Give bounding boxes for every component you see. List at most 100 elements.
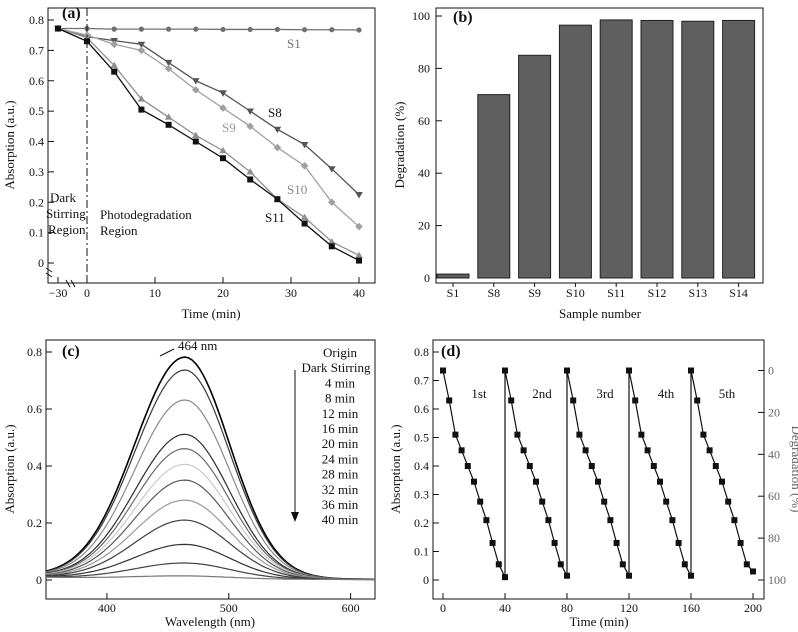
series-line-s8 (57, 27, 360, 196)
y-tick-label-a: 0.6 (29, 74, 44, 88)
cycle-data-point (533, 478, 539, 485)
peak-label: 464 nm (178, 338, 217, 353)
y-tick-label-c: 0 (36, 573, 42, 587)
x-tick-label-s11: S11 (607, 286, 625, 300)
x-tick-label-a: 30 (285, 286, 297, 300)
data-point-s9 (192, 86, 200, 94)
series-line-s11 (57, 27, 360, 262)
series-label-s10: S10 (287, 182, 307, 197)
cycle-data-point (619, 561, 626, 568)
y-tick-label-a: 0.2 (29, 195, 44, 209)
y-tick-label-d: 0.4 (414, 459, 429, 473)
cycle-data-point (471, 478, 477, 485)
x-tick-label-s1: S1 (447, 286, 460, 300)
data-point-s9 (328, 198, 336, 207)
cycle-data-point (626, 367, 632, 374)
legend-entry: 36 min (322, 497, 359, 512)
panel-label-c: (c) (62, 343, 80, 360)
cycle-data-point (570, 397, 577, 404)
data-point-s1 (111, 26, 117, 32)
y-axis-label-d: Absorption (a.u.) (388, 424, 403, 513)
cycle-data-point (526, 463, 533, 469)
y-tick-label-right-d: 20 (768, 405, 780, 419)
x-axis-label-d: Time (min) (569, 614, 628, 629)
data-point-s11 (220, 155, 226, 162)
y-tick-label-b: 80 (418, 61, 430, 75)
data-point-s10 (192, 131, 200, 139)
cycle-data-point (743, 561, 750, 568)
bar-s13 (681, 20, 715, 279)
y-axis-label-b: Degradation (%) (392, 102, 407, 189)
series-line-s1 (58, 27, 360, 31)
legend-entry: 8 min (325, 391, 355, 406)
cycle-data-point (464, 463, 471, 469)
cycle-data-point (694, 397, 701, 404)
y-tick-label-c: 0.6 (27, 402, 42, 416)
x-tick-label-c: 400 (98, 601, 116, 615)
cycle-data-point (601, 498, 608, 505)
series-label-s8: S8 (268, 105, 282, 120)
data-point-s1 (329, 27, 335, 33)
x-tick-label-d: 40 (499, 601, 511, 615)
data-point-s8 (328, 166, 336, 173)
spectrum-curve-40-min (45, 575, 376, 581)
cycle-data-point (564, 367, 570, 374)
data-point-s9 (219, 104, 227, 112)
data-point-s1 (220, 26, 226, 33)
cycle-label: 1st (471, 386, 487, 401)
x-tick-label-c: 600 (342, 601, 360, 615)
axis-break-mark (70, 279, 76, 288)
y-axis-label-right-d: Degradation (%) (789, 426, 798, 513)
cycle-data-point (483, 517, 490, 524)
cycle-data-point (452, 431, 459, 438)
cycle-data-point (508, 397, 515, 404)
legend-entry: Dark Stirring (302, 360, 371, 375)
x-tick-label-a: 10 (149, 286, 161, 300)
cycle-label: 4th (658, 386, 675, 401)
data-point-s10 (246, 168, 254, 175)
bar-s9 (518, 54, 552, 279)
x-tick-label-a: 20 (217, 286, 229, 300)
y-tick-label-c: 0.2 (27, 516, 42, 530)
x-tick-label-s12: S12 (648, 286, 667, 300)
plot-frame-a (47, 7, 376, 284)
y-tick-label-d: 0.6 (414, 402, 429, 416)
cycle-label: 3rd (596, 386, 614, 401)
cycle-data-point (613, 539, 620, 546)
data-point-s11 (165, 121, 172, 128)
cycle-data-point (681, 561, 688, 568)
panel-b: 0 20 40 60 80 100 S1 S8 S9 S10 S11 S12 S13 S14 (b) Sa… (392, 7, 764, 321)
x-tick-label-s10: S10 (566, 286, 585, 300)
region-label-photodegradation-region: Region (100, 223, 138, 238)
y-tick-label-a: 0.5 (29, 104, 44, 118)
data-point-s11 (111, 68, 118, 75)
x-tick-label-s8: S8 (487, 286, 500, 300)
cycle-data-point (557, 561, 564, 568)
cycle-data-point (750, 568, 756, 575)
y-tick-label-right-d: 60 (768, 489, 780, 503)
data-point-s10 (137, 95, 146, 102)
legend-entry: 4 min (325, 375, 355, 390)
cycle-data-point (700, 431, 707, 438)
cycle-data-point (669, 517, 676, 524)
region-label-dark: Dark (50, 190, 76, 205)
legend-entry: 28 min (322, 467, 359, 482)
data-point-s9 (164, 64, 173, 73)
cycle-data-point (650, 463, 657, 469)
data-point-s9 (273, 143, 282, 152)
data-point-s8 (219, 90, 227, 97)
data-point-s8 (246, 108, 254, 115)
bar-s14 (722, 19, 756, 279)
y-tick-label-d: 0.5 (414, 431, 429, 445)
series-label-s1: S1 (287, 36, 301, 51)
data-point-s11 (274, 196, 281, 203)
axis-break-mark (45, 272, 53, 278)
cycle-data-point (675, 539, 682, 546)
y-tick-label-d: 0.7 (414, 374, 429, 388)
cycle-data-point (595, 478, 601, 485)
axis-break-mark (65, 279, 71, 288)
panel-label-d: (d) (441, 343, 461, 360)
y-tick-label-right-d: 40 (768, 447, 780, 461)
data-point-s11 (192, 138, 199, 145)
data-point-s11 (55, 25, 61, 32)
